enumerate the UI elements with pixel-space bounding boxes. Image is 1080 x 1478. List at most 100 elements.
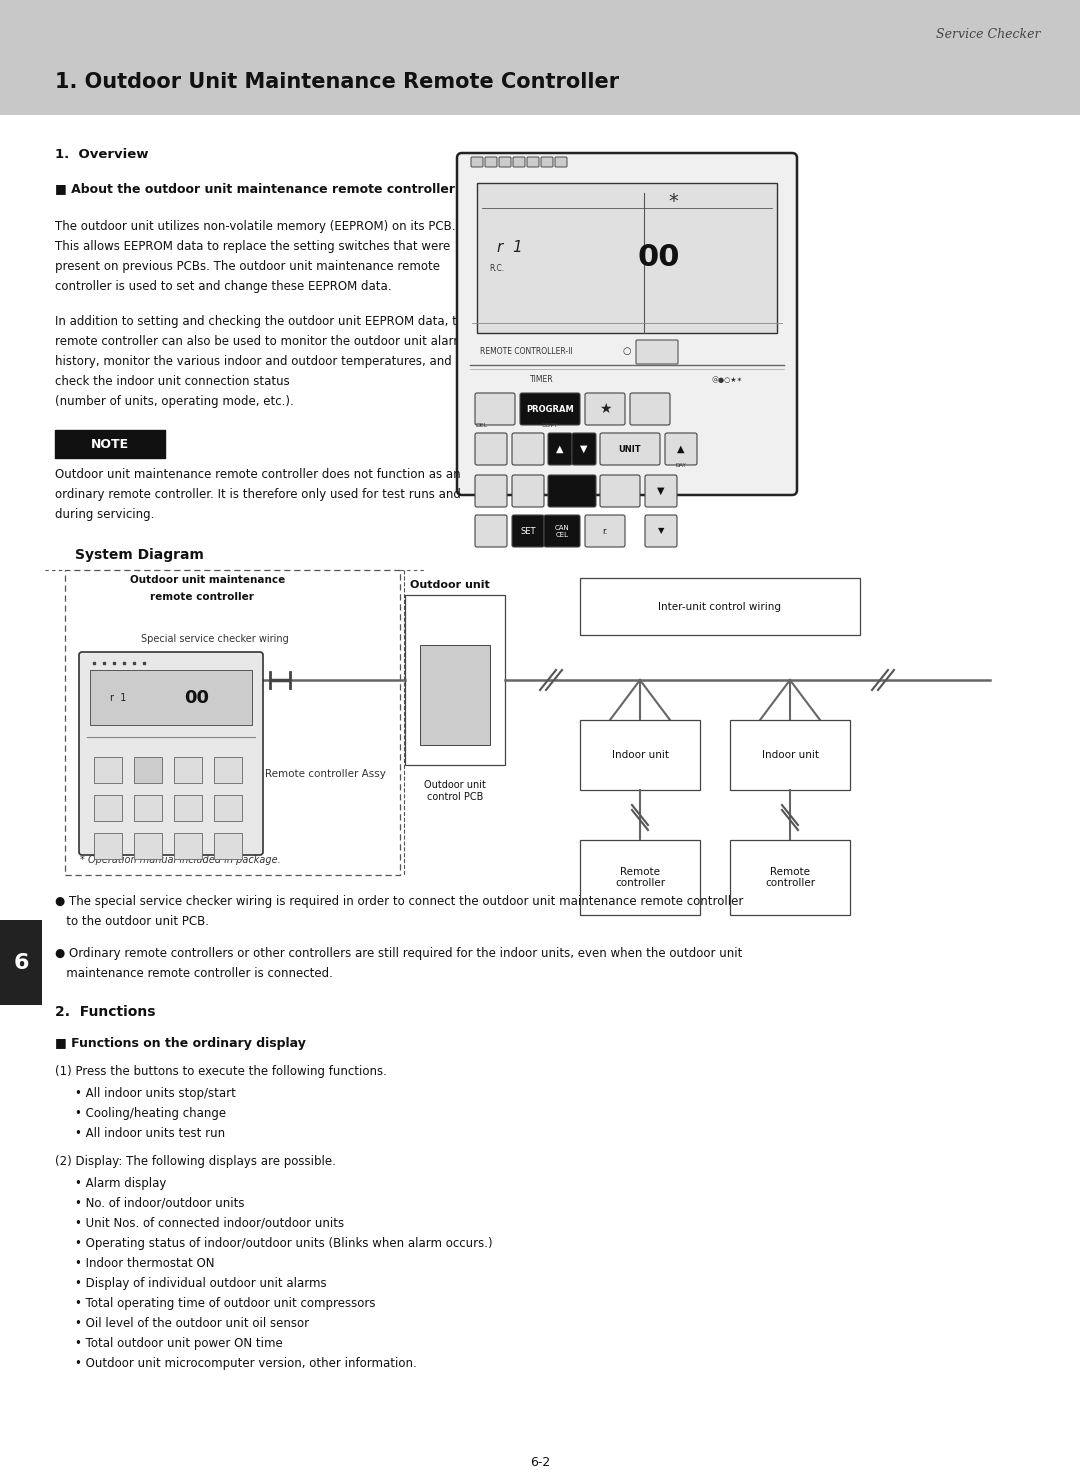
Bar (730, 720, 850, 791)
Text: Remote
controller: Remote controller (615, 866, 665, 888)
Text: ordinary remote controller. It is therefore only used for test runs and: ordinary remote controller. It is theref… (55, 488, 461, 501)
FancyBboxPatch shape (512, 514, 544, 547)
Bar (94, 834, 122, 859)
Text: r  1: r 1 (497, 241, 523, 256)
Bar (580, 840, 700, 915)
Bar (405, 596, 505, 766)
Text: • All indoor units stop/start: • All indoor units stop/start (75, 1086, 235, 1100)
Text: UNIT: UNIT (619, 445, 642, 454)
Text: 00: 00 (185, 689, 210, 706)
Text: SET: SET (521, 526, 536, 535)
Text: This allows EEPROM data to replace the setting switches that were: This allows EEPROM data to replace the s… (55, 239, 450, 253)
Text: Outdoor unit maintenance remote controller does not function as an: Outdoor unit maintenance remote controll… (55, 469, 461, 480)
Bar (94, 795, 122, 820)
Text: ● Ordinary remote controllers or other controllers are still required for the in: ● Ordinary remote controllers or other c… (55, 947, 742, 961)
Text: Remote
controller: Remote controller (765, 866, 815, 888)
FancyBboxPatch shape (600, 474, 640, 507)
Text: 1. Outdoor Unit Maintenance Remote Controller: 1. Outdoor Unit Maintenance Remote Contr… (55, 72, 619, 92)
Bar (730, 840, 850, 915)
Text: CAN
CEL: CAN CEL (555, 525, 569, 538)
Text: controller is used to set and change these EEPROM data.: controller is used to set and change the… (55, 279, 391, 293)
Bar (214, 795, 242, 820)
Text: * Operation manual included in package.: * Operation manual included in package. (80, 854, 281, 865)
FancyBboxPatch shape (555, 157, 567, 167)
Text: ★: ★ (598, 402, 611, 415)
Bar (420, 644, 490, 745)
Bar (477, 183, 777, 333)
Text: Indoor unit: Indoor unit (761, 749, 819, 760)
Bar (0, 0, 1080, 115)
Text: Special service checker wiring: Special service checker wiring (141, 634, 288, 644)
FancyBboxPatch shape (512, 474, 544, 507)
Bar (0, 919, 42, 1005)
Text: 1.  Overview: 1. Overview (55, 148, 149, 161)
Bar (134, 795, 162, 820)
Text: • No. of indoor/outdoor units: • No. of indoor/outdoor units (75, 1197, 244, 1210)
Text: present on previous PCBs. The outdoor unit maintenance remote: present on previous PCBs. The outdoor un… (55, 260, 440, 273)
FancyBboxPatch shape (585, 393, 625, 426)
FancyBboxPatch shape (636, 340, 678, 364)
FancyBboxPatch shape (475, 514, 507, 547)
Bar (580, 578, 860, 636)
Text: ▼: ▼ (658, 526, 664, 535)
Text: (2) Display: The following displays are possible.: (2) Display: The following displays are … (55, 1154, 336, 1168)
Text: 2.  Functions: 2. Functions (55, 1005, 156, 1018)
Bar (580, 720, 700, 791)
Text: ▲: ▲ (677, 443, 685, 454)
Text: ○: ○ (623, 346, 631, 356)
Text: COPY: COPY (542, 423, 558, 429)
FancyBboxPatch shape (645, 474, 677, 507)
Text: ● The special service checker wiring is required in order to connect the outdoor: ● The special service checker wiring is … (55, 896, 743, 907)
Bar (174, 795, 202, 820)
FancyBboxPatch shape (630, 393, 670, 426)
Bar (174, 834, 202, 859)
Text: ▼: ▼ (658, 486, 665, 497)
Text: ■ Functions on the ordinary display: ■ Functions on the ordinary display (55, 1038, 306, 1049)
Text: • Cooling/heating change: • Cooling/heating change (75, 1107, 226, 1120)
Text: • Outdoor unit microcomputer version, other information.: • Outdoor unit microcomputer version, ot… (75, 1357, 417, 1370)
Text: DEL: DEL (476, 423, 488, 429)
FancyBboxPatch shape (512, 433, 544, 466)
Text: Outdoor unit maintenance: Outdoor unit maintenance (130, 575, 285, 585)
Text: Service Checker: Service Checker (935, 28, 1040, 41)
Text: r.: r. (603, 526, 608, 535)
FancyBboxPatch shape (471, 157, 483, 167)
Text: System Diagram: System Diagram (75, 548, 204, 562)
Bar (90, 670, 252, 726)
Text: @●○★✶: @●○★✶ (712, 377, 743, 383)
FancyBboxPatch shape (475, 393, 515, 426)
Text: • Oil level of the outdoor unit oil sensor: • Oil level of the outdoor unit oil sens… (75, 1317, 309, 1330)
Text: history, monitor the various indoor and outdoor temperatures, and: history, monitor the various indoor and … (55, 355, 451, 368)
Bar (134, 757, 162, 783)
Text: remote controller: remote controller (150, 593, 254, 602)
Text: • Alarm display: • Alarm display (75, 1176, 166, 1190)
FancyBboxPatch shape (548, 474, 596, 507)
Text: • Operating status of indoor/outdoor units (Blinks when alarm occurs.): • Operating status of indoor/outdoor uni… (75, 1237, 492, 1250)
Text: maintenance remote controller is connected.: maintenance remote controller is connect… (55, 967, 333, 980)
FancyBboxPatch shape (79, 652, 264, 854)
FancyBboxPatch shape (548, 433, 572, 466)
Text: PROGRAM: PROGRAM (526, 405, 573, 414)
FancyBboxPatch shape (499, 157, 511, 167)
FancyBboxPatch shape (600, 433, 660, 466)
Text: ▼: ▼ (580, 443, 588, 454)
FancyBboxPatch shape (475, 474, 507, 507)
Bar (94, 757, 122, 783)
Text: ▲: ▲ (556, 443, 564, 454)
Text: r  1: r 1 (110, 693, 126, 704)
Text: (1) Press the buttons to execute the following functions.: (1) Press the buttons to execute the fol… (55, 1066, 387, 1077)
Text: • Total outdoor unit power ON time: • Total outdoor unit power ON time (75, 1338, 283, 1349)
Bar (214, 757, 242, 783)
Text: DAY: DAY (676, 463, 687, 469)
FancyBboxPatch shape (519, 393, 580, 426)
Text: Inter-unit control wiring: Inter-unit control wiring (659, 602, 782, 612)
Text: REMOTE CONTROLLER-ΙΙ: REMOTE CONTROLLER-ΙΙ (480, 346, 572, 356)
Text: *: * (669, 192, 678, 210)
Text: 6: 6 (13, 952, 29, 973)
FancyBboxPatch shape (457, 154, 797, 495)
FancyBboxPatch shape (544, 514, 580, 547)
Text: remote controller can also be used to monitor the outdoor unit alarm: remote controller can also be used to mo… (55, 336, 464, 347)
FancyBboxPatch shape (527, 157, 539, 167)
Text: In addition to setting and checking the outdoor unit EEPROM data, this: In addition to setting and checking the … (55, 315, 474, 328)
FancyBboxPatch shape (665, 433, 697, 466)
